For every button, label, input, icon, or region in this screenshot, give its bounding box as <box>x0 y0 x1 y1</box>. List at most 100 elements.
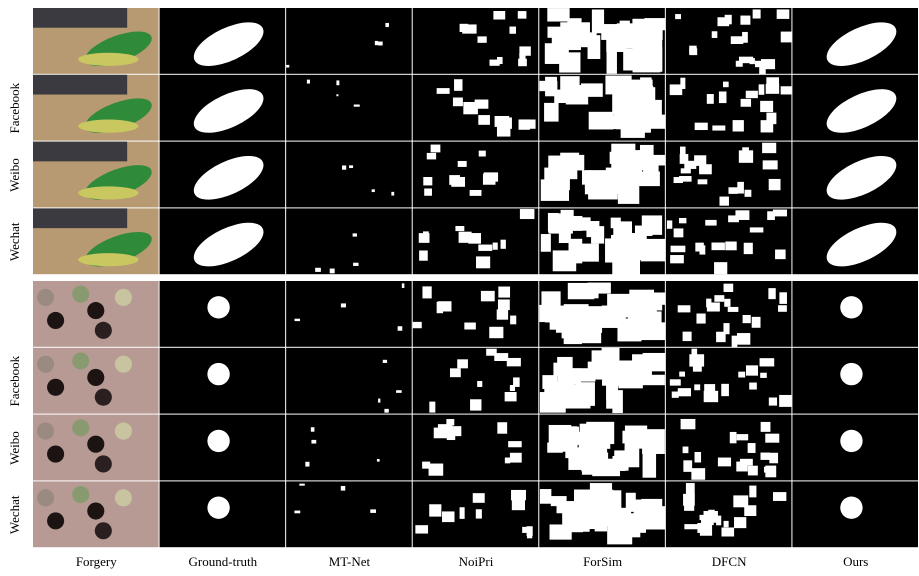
coin <box>115 422 132 439</box>
column-label: Forgery <box>76 554 117 569</box>
mask-region <box>840 430 862 452</box>
image-cell <box>413 348 539 414</box>
mask-region <box>753 9 761 18</box>
mask-region <box>760 358 775 366</box>
mask-region <box>510 453 522 463</box>
mask-region <box>695 243 704 252</box>
mask-region <box>479 151 486 157</box>
image-cell <box>666 415 792 481</box>
mask-region <box>773 210 787 217</box>
mask-region <box>522 527 528 533</box>
mask-region <box>470 190 482 196</box>
coin <box>115 289 132 306</box>
mask-region <box>714 262 727 274</box>
coin <box>37 356 54 373</box>
mask-bg <box>286 415 412 481</box>
mask-region <box>286 65 289 68</box>
mask-bg <box>286 281 412 347</box>
mask-region <box>714 295 724 302</box>
mask-region <box>725 15 732 25</box>
mask-region <box>678 388 691 396</box>
mask-region <box>582 170 593 184</box>
image-cell <box>160 348 286 414</box>
mask-region <box>391 192 394 196</box>
mask-region <box>498 299 510 310</box>
coin <box>72 419 89 436</box>
column-label: Ours <box>843 554 868 569</box>
mask-region <box>591 226 604 243</box>
image-cell <box>160 75 286 142</box>
coin <box>115 356 132 373</box>
mask-region <box>567 517 583 532</box>
mask-region <box>675 14 681 19</box>
painting <box>33 142 127 162</box>
coin <box>47 446 64 463</box>
mask-region <box>483 174 496 185</box>
mask-region <box>765 434 779 443</box>
mask-region <box>519 46 530 55</box>
coin <box>95 322 112 339</box>
mask-region <box>582 244 599 262</box>
image-cell <box>413 8 539 74</box>
mask-region <box>481 291 495 301</box>
mask-region <box>311 427 315 431</box>
image-cell <box>160 415 286 481</box>
mask-region <box>207 497 229 519</box>
mask-region <box>473 493 485 503</box>
mask-region <box>207 296 229 318</box>
mask-region <box>478 245 492 251</box>
mask-region <box>507 358 521 366</box>
mask-region <box>779 292 787 304</box>
mask-region <box>737 333 750 345</box>
mask-region <box>508 441 522 447</box>
mask-region <box>686 483 695 495</box>
mask-region <box>635 226 652 236</box>
mask-region <box>372 189 375 192</box>
mask-region <box>748 443 756 453</box>
mask-region <box>518 59 527 67</box>
mask-region <box>670 379 681 385</box>
mask-region <box>305 462 309 467</box>
image-cell <box>539 348 665 414</box>
mask-region <box>438 301 452 311</box>
mask-region <box>341 486 345 491</box>
mask-region <box>548 213 559 232</box>
mask-region <box>723 82 729 88</box>
mask-region <box>553 250 577 271</box>
image-cell <box>160 481 286 547</box>
image-cell <box>286 208 412 274</box>
mask-region <box>750 227 764 232</box>
mask-region <box>731 36 744 44</box>
mask-region <box>840 296 862 318</box>
image-cell <box>33 8 159 74</box>
mask-region <box>750 58 755 64</box>
mask-region <box>749 383 757 390</box>
mask-region <box>509 27 516 34</box>
mask-region <box>378 42 383 46</box>
coin <box>37 489 54 506</box>
mask-region <box>740 459 753 466</box>
image-cell <box>33 208 159 274</box>
mask-region <box>696 313 705 323</box>
mask-region <box>478 36 487 42</box>
image-cell <box>539 481 668 547</box>
mask-region <box>760 101 773 112</box>
mask-region <box>724 284 734 292</box>
mask-region <box>424 188 432 195</box>
mask-region <box>207 430 229 452</box>
mask-region <box>540 489 551 504</box>
figure: FacebookWeiboWechatFacebookWeiboWechatFo… <box>0 0 919 571</box>
mask-region <box>749 486 756 498</box>
image-cell <box>792 142 918 209</box>
mask-region <box>295 319 300 321</box>
mask-region <box>307 80 310 84</box>
mask-region <box>588 493 615 511</box>
mask-region <box>476 256 490 268</box>
mask-region <box>744 243 753 254</box>
mask-region <box>728 307 739 312</box>
mask-region <box>453 98 463 107</box>
mask-region <box>759 62 766 74</box>
row-label: Wechat <box>7 222 22 261</box>
image-cell <box>413 281 539 347</box>
mask-region <box>775 250 786 260</box>
